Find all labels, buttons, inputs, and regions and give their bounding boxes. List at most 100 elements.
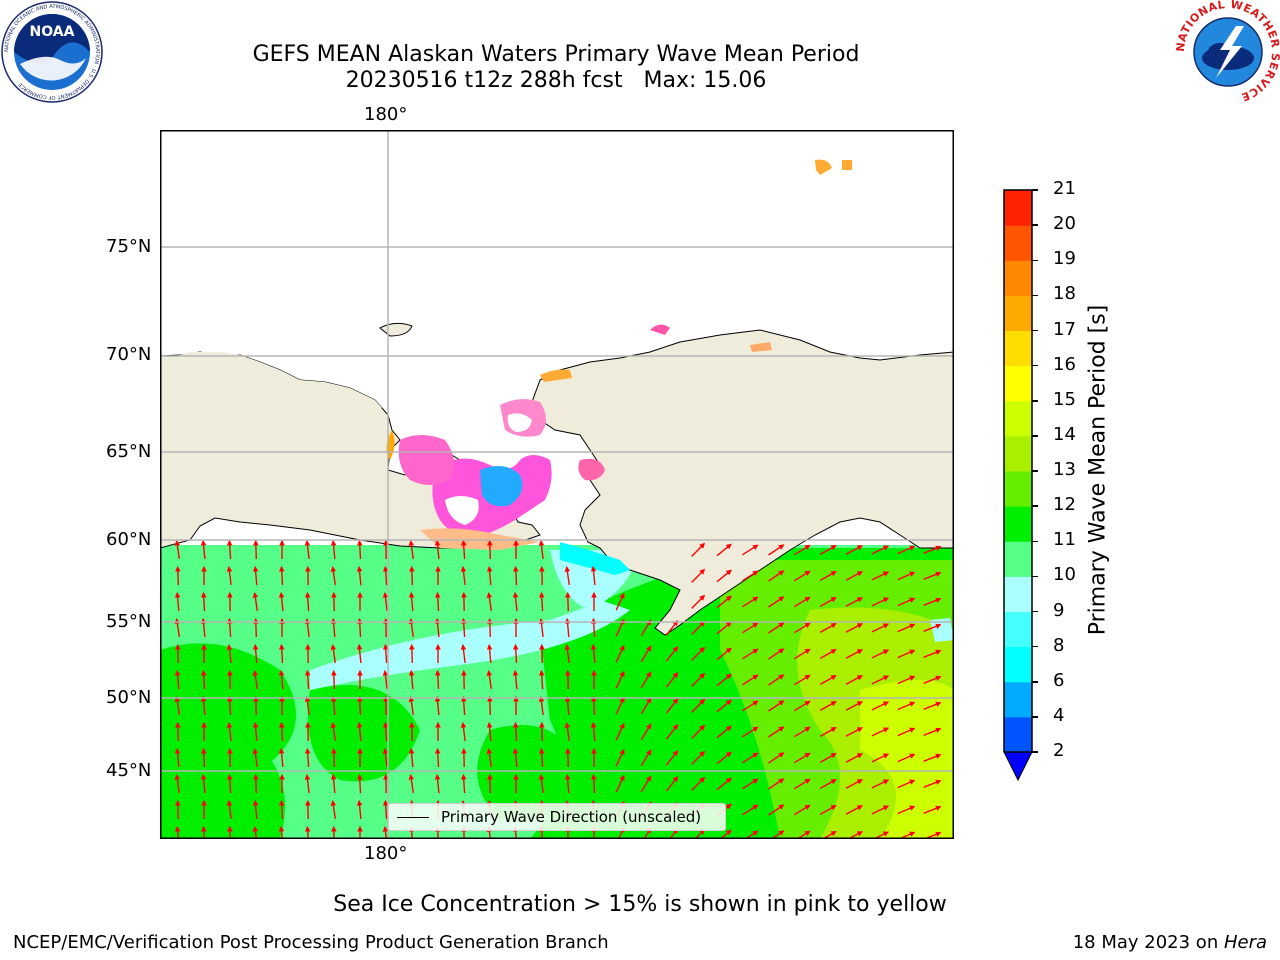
wave-direction-arrow xyxy=(382,799,389,820)
legend-label: Primary Wave Direction (unscaled) xyxy=(441,808,702,826)
wave-direction-arrow xyxy=(330,799,337,820)
wave-direction-arrow xyxy=(434,591,441,612)
colorbar-swatch xyxy=(1004,471,1032,507)
wave-direction-arrow xyxy=(252,591,259,612)
wave-direction-arrow xyxy=(665,672,679,688)
wave-direction-arrow xyxy=(460,695,467,716)
wave-direction-arrow xyxy=(845,727,863,737)
wave-direction-arrow xyxy=(768,778,785,790)
wave-direction-arrow xyxy=(743,830,759,839)
wave-direction-arrow xyxy=(665,646,679,662)
wave-direction-arrow xyxy=(768,726,785,738)
wave-direction-arrow xyxy=(897,701,916,711)
wave-direction-arrow xyxy=(793,570,811,582)
wave-direction-arrow xyxy=(408,695,415,716)
wave-direction-arrow xyxy=(770,830,785,839)
wave-direction-arrow xyxy=(538,773,545,793)
wave-direction-arrow xyxy=(615,644,625,663)
sea-ice-note: Sea Ice Concentration > 15% is shown in … xyxy=(333,892,947,917)
map-frame xyxy=(160,130,954,839)
wave-direction-arrow xyxy=(768,570,785,582)
wave-direction-arrow xyxy=(819,778,837,790)
wave-direction-arrow xyxy=(845,753,863,763)
wave-direction-arrow xyxy=(691,620,706,635)
wave-direction-arrow xyxy=(200,695,207,716)
wave-direction-arrow xyxy=(175,643,181,664)
wave-direction-arrow xyxy=(819,726,837,738)
wave-direction-arrow xyxy=(923,753,942,762)
wave-direction-arrow xyxy=(304,591,311,612)
wave-direction-arrow xyxy=(226,695,233,716)
wave-direction-arrow xyxy=(742,570,759,582)
wave-direction-arrow xyxy=(252,747,259,768)
wave-direction-arrow xyxy=(819,596,837,608)
nws-logo-icon: NATIONAL WEATHER SERVICE xyxy=(1176,0,1280,104)
wave-direction-arrow xyxy=(615,592,625,611)
wave-direction-arrow xyxy=(200,669,207,690)
wave-direction-arrow xyxy=(434,695,441,716)
colorbar-swatch xyxy=(1004,681,1032,718)
wave-direction-arrow xyxy=(252,669,259,690)
colorbar-swatch xyxy=(1004,435,1032,472)
wave-direction-arrow xyxy=(640,619,652,637)
wave-direction-arrow xyxy=(486,643,493,664)
lat-label-75: 75°N xyxy=(106,236,152,257)
wave-direction-arrow xyxy=(819,674,837,686)
wave-direction-arrow xyxy=(487,695,493,716)
wave-direction-arrow xyxy=(226,539,233,560)
colorbar-swatch xyxy=(1004,400,1032,437)
lat-label-50: 50°N xyxy=(106,687,152,708)
wave-direction-arrow xyxy=(304,825,311,839)
wave-direction-arrow xyxy=(330,773,337,794)
wave-direction-arrow xyxy=(716,621,732,635)
wave-direction-arrow xyxy=(871,623,890,633)
wave-direction-arrow xyxy=(897,779,916,789)
wave-direction-arrow xyxy=(716,725,732,739)
wave-direction-arrow xyxy=(793,752,811,764)
footer-host: Hera xyxy=(1223,932,1267,953)
colorbar-tick-mark xyxy=(1032,751,1038,753)
wave-direction-arrow xyxy=(278,643,285,664)
wave-direction-arrow xyxy=(923,571,942,580)
wave-direction-arrow xyxy=(742,622,759,634)
wave-direction-arrow xyxy=(923,623,942,632)
wave-direction-arrow xyxy=(694,828,706,839)
wave-direction-arrow xyxy=(487,773,493,794)
wave-direction-arrow xyxy=(871,571,890,581)
wave-direction-arrow xyxy=(356,773,363,794)
wave-direction-arrow xyxy=(460,643,467,663)
wave-direction-arrow xyxy=(330,565,337,586)
lon-label-top: 180° xyxy=(364,104,408,125)
wave-direction-arrow xyxy=(226,565,233,585)
wave-direction-arrow xyxy=(565,747,571,768)
wave-direction-arrow xyxy=(512,591,519,612)
colorbar-tick-label: 16 xyxy=(1053,353,1076,375)
wave-direction-arrow xyxy=(330,539,337,560)
colorbar-tick-label: 10 xyxy=(1053,564,1076,586)
wave-direction-arrow xyxy=(330,643,337,664)
wave-direction-arrow xyxy=(278,669,285,690)
wave-direction-arrow xyxy=(408,773,415,794)
wave-direction-arrow xyxy=(845,623,863,633)
wave-direction-arrow xyxy=(174,695,181,716)
wave-direction-arrow xyxy=(691,698,706,713)
colorbar-tick-mark xyxy=(1032,294,1038,297)
wave-direction-arrow xyxy=(512,669,519,690)
wave-direction-arrow xyxy=(668,828,679,839)
graticule xyxy=(160,130,954,839)
wave-direction-arrow xyxy=(200,539,207,560)
wave-direction-arrow xyxy=(768,544,785,556)
wave-direction-arrow xyxy=(278,825,285,839)
colorbar-tick-mark xyxy=(1032,329,1038,332)
wave-direction-arrow xyxy=(691,568,706,583)
wave-direction-arrow xyxy=(253,695,259,716)
wave-direction-arrow xyxy=(742,700,759,712)
wave-direction-arrow xyxy=(768,622,785,634)
wave-direction-arrow xyxy=(768,804,785,816)
wave-direction-arrow xyxy=(460,773,467,794)
wave-direction-arrow xyxy=(845,571,863,581)
wave-direction-arrow xyxy=(640,645,652,663)
wave-direction-arrow xyxy=(819,700,837,712)
wave-direction-arrow xyxy=(278,799,285,820)
wave-direction-arrow xyxy=(897,649,916,659)
